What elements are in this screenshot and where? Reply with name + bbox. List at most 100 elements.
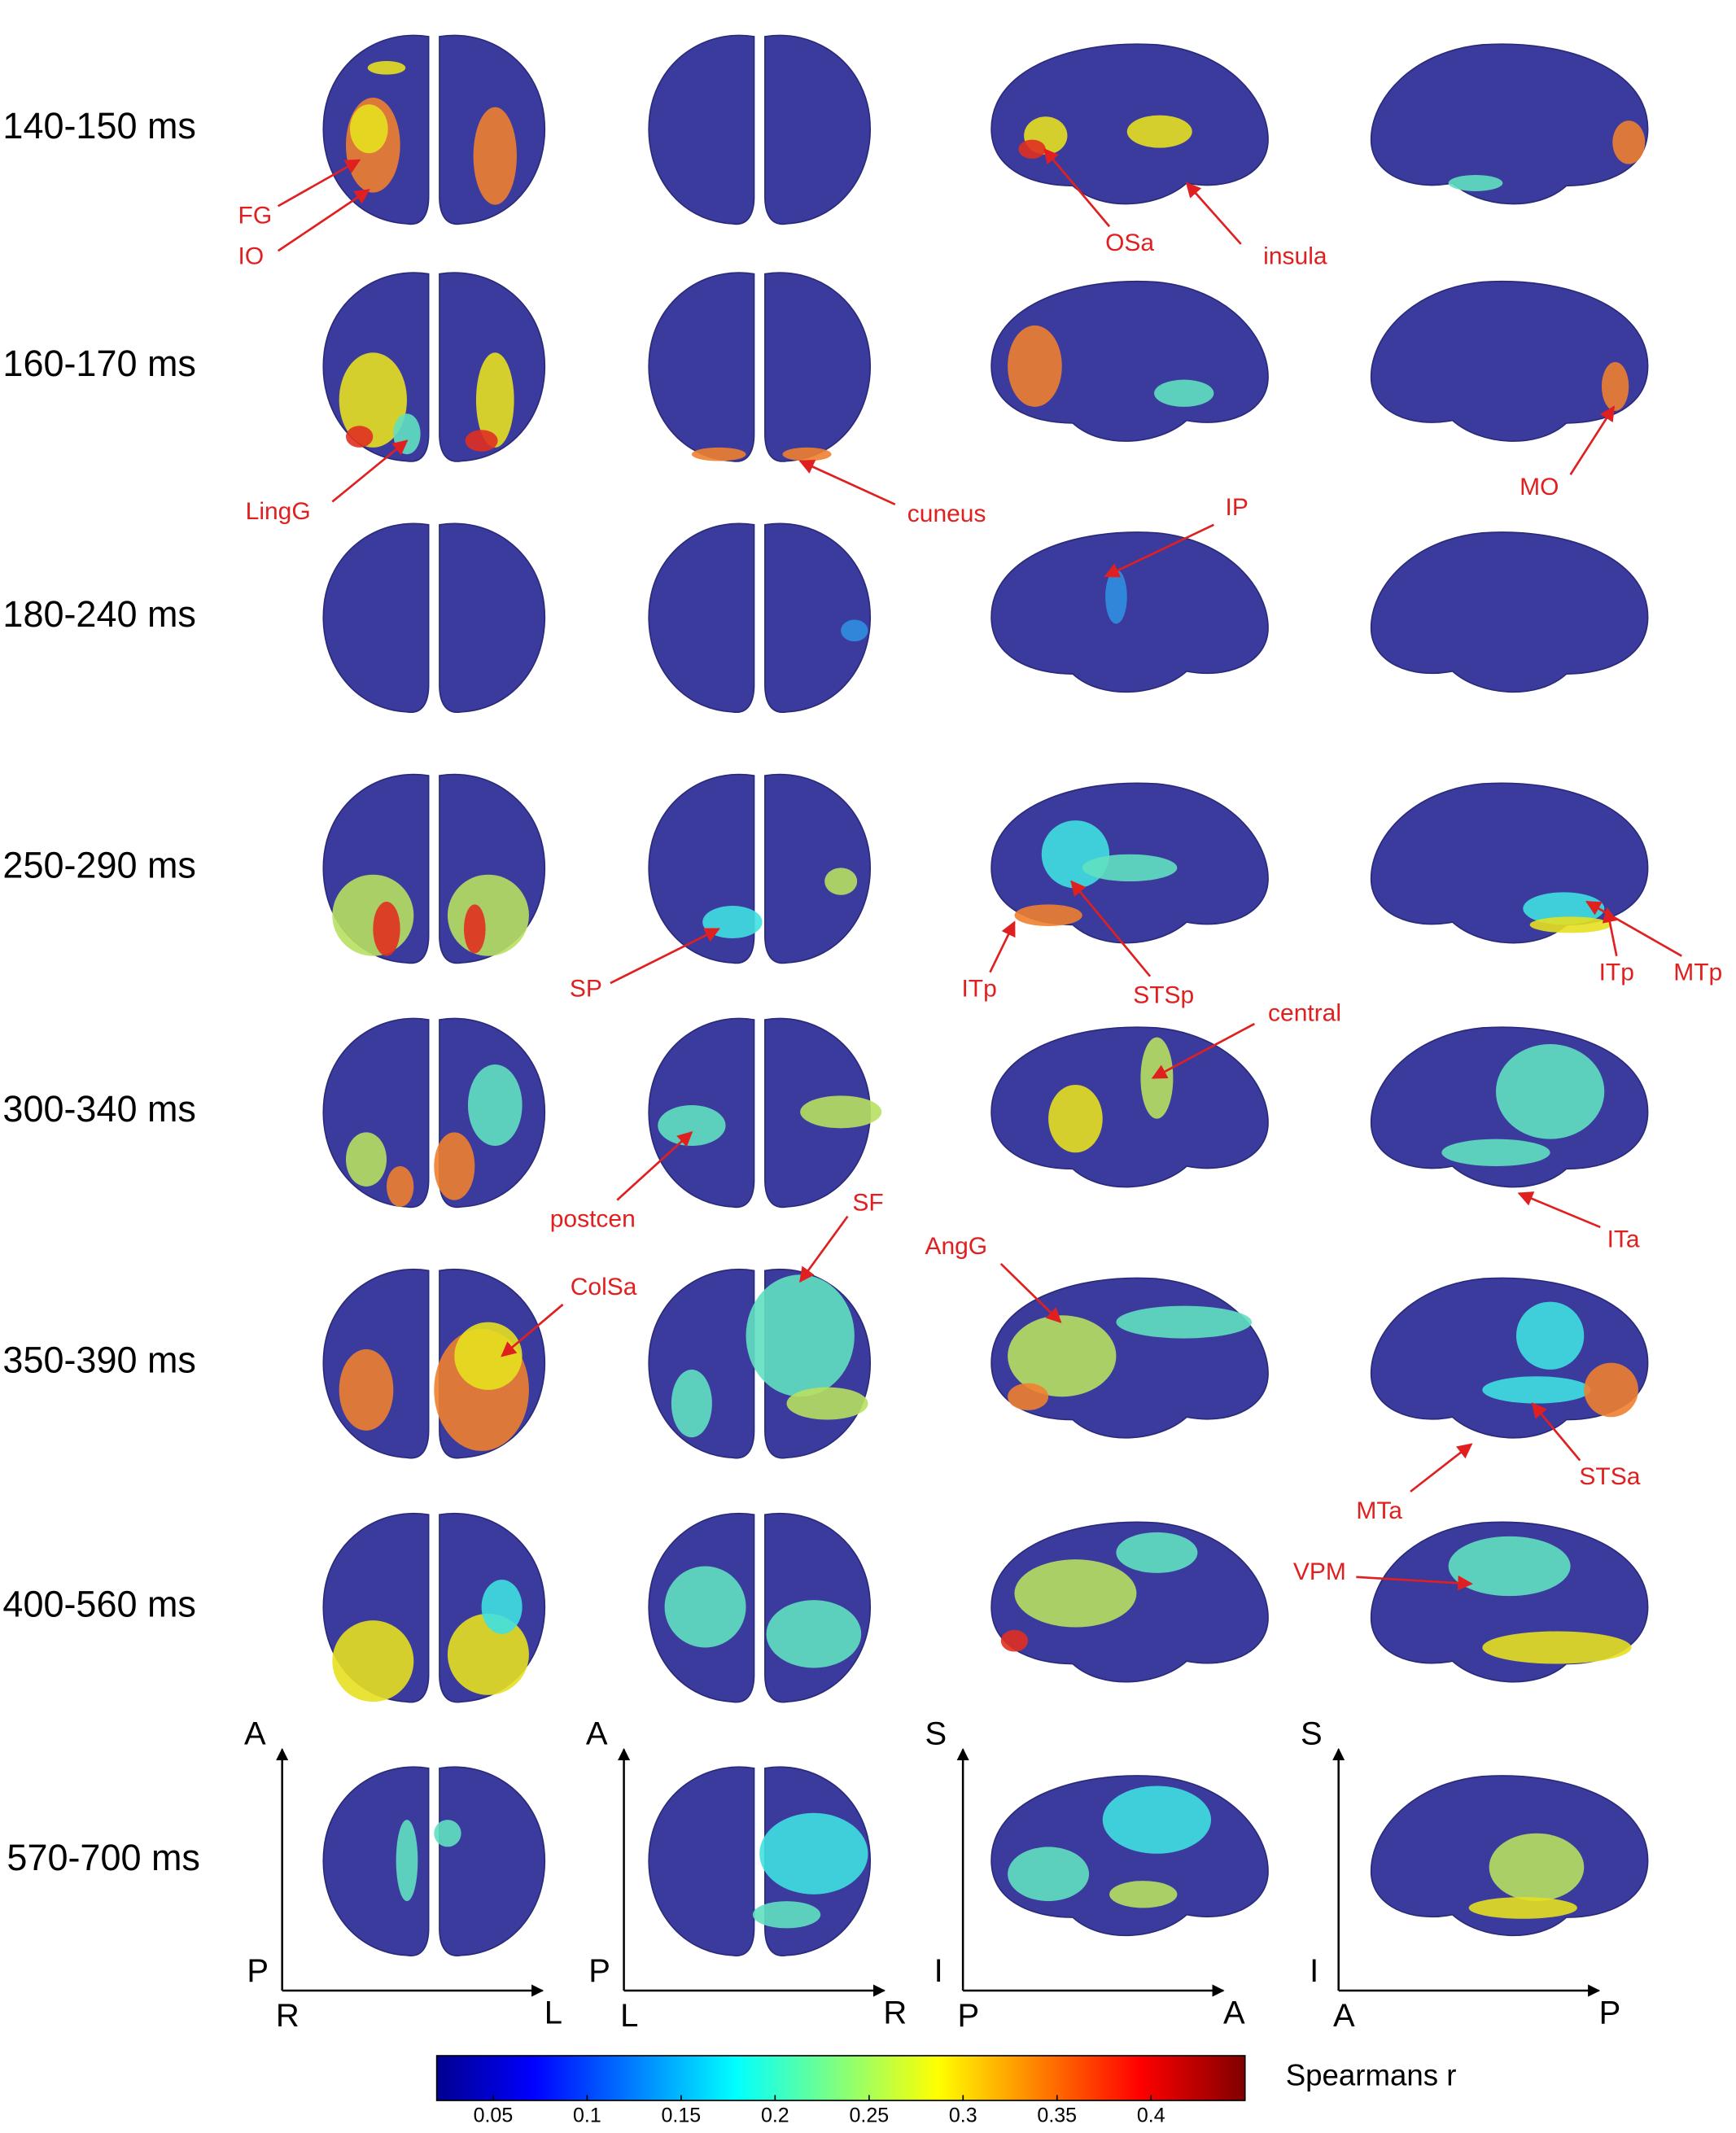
brain: [1370, 281, 1649, 442]
brain: [648, 1269, 871, 1459]
activation: [475, 352, 514, 448]
hemisphere: [1370, 531, 1649, 693]
annotation: central: [1268, 999, 1341, 1026]
activation: [1529, 916, 1611, 933]
activation: [1523, 892, 1605, 925]
hemisphere: [322, 1766, 430, 1956]
activation: [367, 60, 406, 75]
orientation-label: R: [883, 1995, 907, 2031]
activation: [691, 447, 746, 461]
brain: [648, 1017, 882, 1209]
annotation: ITa: [1607, 1226, 1640, 1253]
colorbar-gradient: [435, 2055, 1246, 2101]
activation: [1441, 1139, 1550, 1166]
annotation: AngG: [925, 1233, 987, 1260]
orientation-label: I: [934, 1953, 943, 1989]
brain: [322, 522, 546, 713]
activation: [1008, 1383, 1049, 1410]
brain: [1370, 782, 1649, 944]
hemisphere: [648, 1766, 755, 1956]
row-label: 250-290 ms: [2, 844, 195, 885]
annotation: SP: [570, 975, 602, 1002]
brain: [648, 522, 871, 713]
activation: [463, 904, 486, 954]
brain: [1370, 1521, 1649, 1683]
brain: [990, 1277, 1269, 1439]
colorbar-tick-label: 0.25: [849, 2105, 889, 2127]
colorbar-tick-label: 0.1: [573, 2105, 601, 2127]
orientation-label: L: [544, 1995, 562, 2031]
hemisphere: [1370, 281, 1649, 442]
activation: [386, 1165, 414, 1207]
activation: [1468, 1897, 1577, 1919]
annotation-arrow: [799, 1215, 849, 1283]
annotation-arrow: [1185, 181, 1242, 245]
activation: [1000, 1629, 1029, 1652]
annotation-arrow: [616, 1131, 693, 1201]
activation: [434, 1132, 475, 1200]
hemisphere: [990, 43, 1269, 205]
row-label: 140-150 ms: [2, 105, 195, 146]
hemisphere: [764, 272, 871, 462]
hemisphere: [764, 773, 871, 964]
hemisphere: [322, 522, 430, 713]
annotation-arrow: [1585, 900, 1682, 957]
activation: [1018, 139, 1046, 159]
activation: [1014, 904, 1082, 927]
hemisphere: [648, 522, 755, 713]
annotation: STSp: [1133, 982, 1194, 1009]
activation: [1008, 1847, 1090, 1902]
activation: [1109, 1881, 1178, 1908]
activation: [658, 1104, 726, 1146]
activation: [373, 902, 400, 956]
activation: [1154, 379, 1214, 407]
annotation: VPM: [1293, 1558, 1346, 1585]
brain: [990, 531, 1269, 693]
activation: [671, 1369, 712, 1438]
activation: [454, 1322, 523, 1390]
activation: [396, 1820, 418, 1902]
activation: [1482, 1376, 1591, 1404]
activation: [1116, 1532, 1198, 1573]
brain: [322, 1017, 546, 1209]
annotation: MO: [1520, 474, 1559, 500]
hemisphere: [990, 1026, 1269, 1188]
activation: [1495, 1044, 1605, 1139]
activation: [1082, 854, 1178, 882]
colorbar-tick-label: 0.05: [474, 2105, 514, 2127]
annotation: MTa: [1356, 1497, 1402, 1524]
colorbar-tick-label: 0.2: [761, 2105, 789, 2127]
activation: [1482, 1631, 1632, 1664]
colorbar-tick-label: 0.15: [662, 2105, 702, 2127]
brain: [990, 281, 1269, 442]
activation: [339, 352, 407, 448]
annotation-arrow: [1602, 907, 1618, 956]
activation: [345, 1132, 387, 1187]
annotation-arrow: [1070, 880, 1152, 977]
activation: [1116, 1305, 1253, 1339]
annotation: cuneus: [907, 500, 986, 527]
activation: [1048, 1084, 1103, 1153]
hemisphere: [648, 34, 755, 225]
brain: [322, 773, 546, 964]
activation: [746, 1274, 855, 1397]
activation: [332, 874, 414, 956]
activation: [447, 1613, 529, 1695]
labels: 140-150 ms 160-170 ms 180-240 ms 250-290 ms…: [2, 105, 1722, 2034]
activation: [332, 1620, 414, 1702]
row-label: 570-700 ms: [7, 1837, 199, 1878]
annotation: postcen: [550, 1206, 636, 1233]
brain: [648, 1512, 871, 1703]
activation: [759, 1812, 868, 1895]
activation: [481, 1580, 523, 1634]
annotation: IO: [238, 243, 265, 270]
annotation-arrow: [1043, 147, 1111, 228]
brain: [322, 1512, 546, 1703]
colorbar-tick-label: 0.35: [1037, 2105, 1077, 2127]
activation: [1601, 361, 1629, 411]
row-label: 300-340 ms: [2, 1088, 195, 1130]
orientation-label: S: [1301, 1716, 1323, 1751]
brain: [990, 1026, 1269, 1188]
activation: [1584, 1362, 1638, 1418]
